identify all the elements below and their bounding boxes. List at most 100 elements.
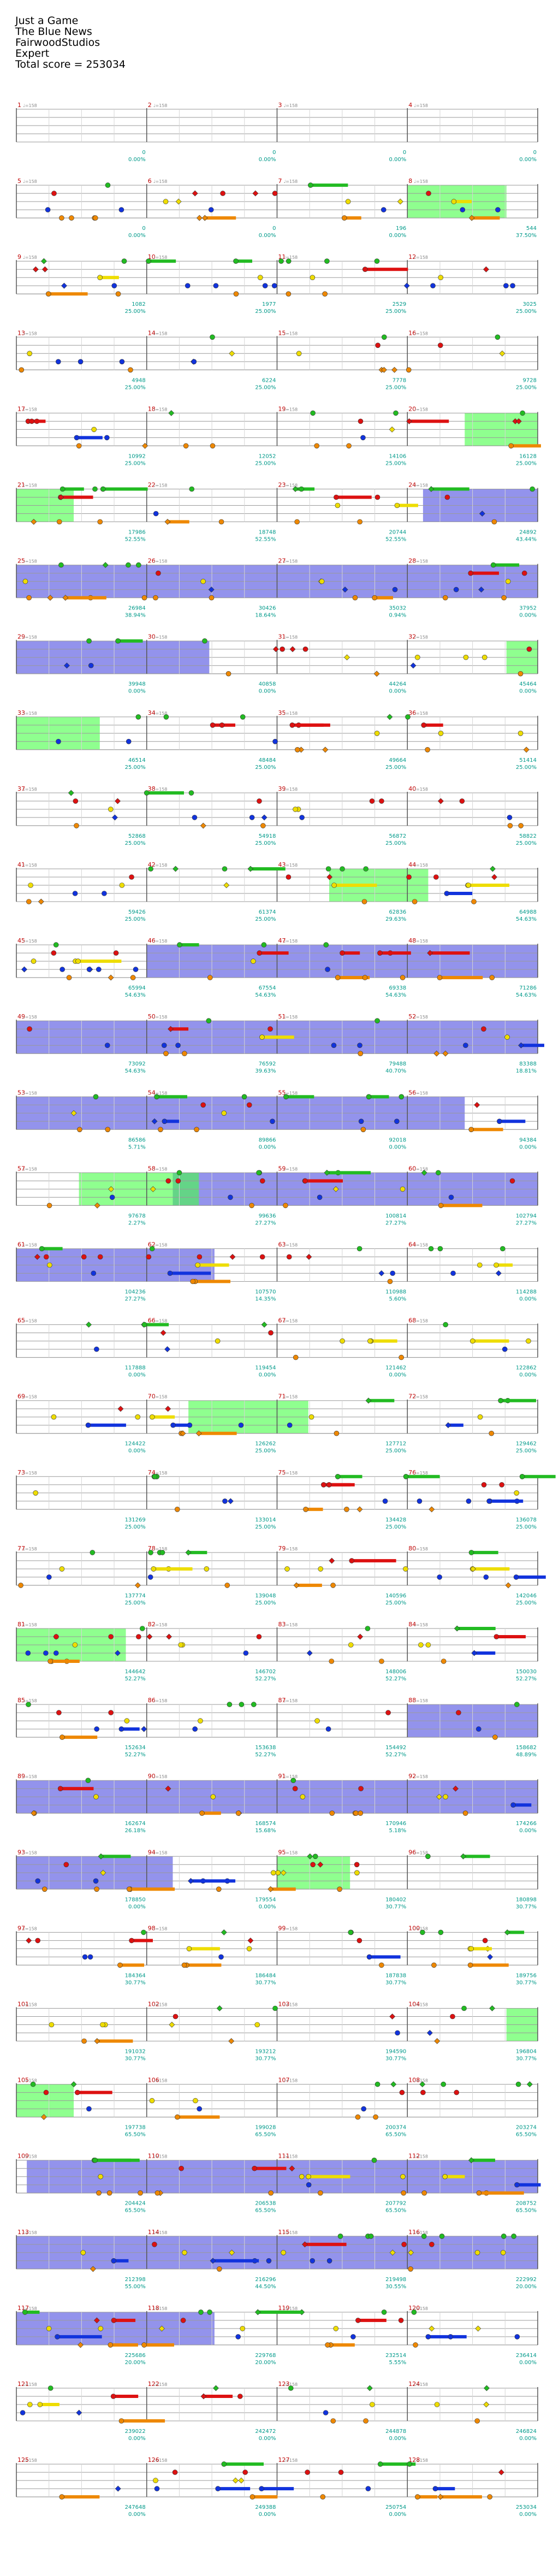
measure-number: 33 (17, 709, 25, 716)
note (469, 1338, 475, 1344)
hopo-note (483, 2401, 490, 2408)
measure-score: 99636 (259, 1213, 276, 1219)
note (437, 1574, 443, 1580)
note (492, 1734, 498, 1740)
note (481, 654, 487, 660)
note (218, 1954, 224, 1960)
note (281, 2249, 286, 2255)
measure-number: 58 (148, 1165, 156, 1172)
note (246, 1102, 252, 1108)
measure-score: 54918 (259, 833, 276, 839)
tempo-label: ♩=158 (284, 1319, 298, 1324)
note (124, 1718, 130, 1724)
measure-number: 63 (278, 1241, 286, 1248)
note (91, 427, 97, 433)
measure-multiplier: 25.00% (255, 765, 276, 771)
sustain-bar (50, 1660, 80, 1663)
measure-number: 69 (17, 1393, 25, 1400)
note (507, 823, 513, 828)
measure-number: 125 (17, 2456, 29, 2464)
note (106, 2190, 112, 2196)
note (335, 1474, 341, 1479)
staff-row: 101♩=158 102♩=158 103♩=158 104♩=15819103230… (16, 2001, 538, 2062)
note (165, 1178, 171, 1184)
hopo-note (233, 2477, 239, 2484)
tempo-label: ♩=158 (284, 1622, 298, 1627)
hopo-note (484, 2385, 490, 2391)
sustain-bar (100, 276, 119, 280)
note (154, 2190, 160, 2196)
measure-multiplier: 54.63% (125, 992, 146, 998)
measure-score: 0 (533, 150, 537, 156)
sustain-bar (191, 1879, 236, 1883)
note (94, 1346, 99, 1352)
note (367, 1338, 373, 1344)
note (286, 258, 292, 264)
note (510, 1802, 516, 1808)
note (60, 1734, 65, 1740)
sustain-bar (177, 2115, 220, 2119)
measure-multiplier: 25.00% (516, 460, 537, 466)
measure-number: 86 (148, 1697, 156, 1704)
note (318, 2190, 323, 2196)
tempo-label: ♩=158 (153, 711, 168, 716)
measure-score: 94384 (519, 1137, 537, 1143)
note (200, 578, 206, 584)
measure-score: 3025 (523, 301, 537, 307)
note (399, 1354, 404, 1360)
measure-score: 206538 (255, 2201, 276, 2207)
note (154, 1094, 159, 1100)
measure-number: 7 (278, 177, 282, 185)
measure-multiplier: 30.77% (255, 1980, 276, 1986)
measure-multiplier: 54.63% (125, 1068, 146, 1074)
measure-score: 12052 (259, 453, 276, 459)
note (357, 519, 362, 525)
hopo-note (454, 1625, 460, 1632)
note (434, 2402, 440, 2407)
hopo-note (229, 350, 235, 357)
measure-score: 162674 (125, 1821, 146, 1827)
note (374, 494, 380, 500)
note (420, 2089, 426, 2095)
note (420, 1929, 425, 1935)
hopo-note (495, 1270, 502, 1276)
hopo-note (168, 410, 175, 416)
measure-multiplier: 0.00% (128, 1448, 146, 1454)
tempo-label: ♩=158 (23, 2078, 37, 2083)
note (308, 1414, 314, 1420)
note (399, 1094, 405, 1100)
note (176, 1170, 182, 1176)
sustain-bar (259, 951, 289, 955)
note (135, 1414, 141, 1420)
sustain-bar (170, 1027, 189, 1031)
note (371, 2157, 377, 2163)
note (499, 1482, 504, 1488)
hopo-note (41, 266, 48, 273)
sustain-bar (110, 2343, 138, 2347)
note (323, 942, 329, 948)
tempo-label: ♩=158 (23, 255, 37, 260)
hopo-note (112, 814, 118, 821)
note (294, 519, 300, 525)
staff-row: 81♩=158 82♩=158 83♩=158 84♩=15814464252.27%… (16, 1621, 538, 1682)
note (207, 2309, 212, 2315)
measure-score: 37952 (519, 606, 537, 612)
hopo-note (442, 1050, 449, 1057)
measure-multiplier: 25.00% (516, 1524, 537, 1530)
note (44, 1254, 49, 1260)
tempo-label: ♩=158 (23, 1015, 37, 1020)
note (129, 1938, 134, 1944)
measure-score: 196804 (516, 2049, 537, 2055)
note (320, 2494, 326, 2500)
sustain-bar (417, 2495, 438, 2499)
tempo-label: ♩=158 (414, 1850, 428, 1855)
note (481, 1482, 487, 1488)
note (121, 258, 127, 264)
tempo-label: ♩=158 (153, 407, 168, 412)
note (128, 367, 133, 373)
measure-number: 28 (408, 558, 416, 565)
note (208, 207, 214, 212)
note (379, 1659, 384, 1664)
note (287, 1422, 293, 1428)
measure-multiplier: 25.00% (255, 1524, 276, 1530)
